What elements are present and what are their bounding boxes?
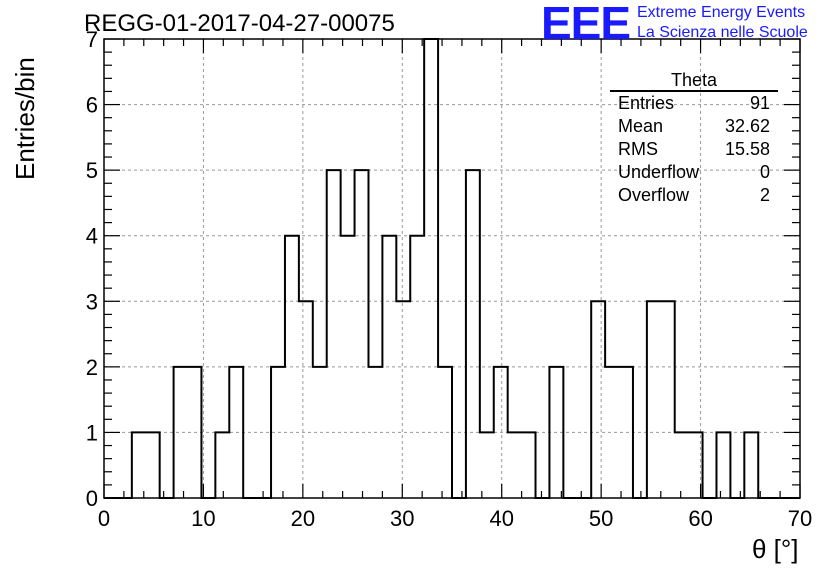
stats-value: 0: [759, 162, 770, 182]
stats-value: 15.58: [724, 139, 770, 159]
stats-row-underflow: Underflow 0: [610, 161, 778, 184]
histogram-bin: [215, 432, 229, 498]
y-tick-label: 6: [86, 93, 98, 118]
histogram-bin: [675, 432, 689, 498]
y-tick-label: 7: [86, 27, 98, 52]
histogram-bin: [299, 301, 313, 498]
x-tick-label: 70: [788, 506, 812, 531]
histogram-bin: [466, 170, 480, 498]
x-tick-label: 60: [688, 506, 712, 531]
histogram-bin: [146, 432, 160, 498]
histogram-outline: [104, 38, 800, 499]
stats-label: Mean: [618, 116, 664, 136]
histogram-bin: [647, 301, 661, 498]
x-tick-label: 30: [390, 506, 414, 531]
stats-label: Underflow: [618, 162, 700, 182]
plot-frame: [103, 38, 801, 499]
y-tick-label: 0: [86, 486, 98, 511]
histogram-bin: [508, 432, 522, 498]
stats-row-rms: RMS 15.58: [610, 138, 778, 161]
histogram-bin: [744, 432, 758, 498]
logo-line-1: Extreme Energy Events: [637, 4, 806, 21]
y-tick-label: 3: [86, 289, 98, 314]
y-axis-label: Entries/bin: [10, 57, 40, 180]
histogram-bin: [591, 301, 605, 498]
histogram-bin: [174, 367, 188, 498]
y-tick-label: 1: [86, 420, 98, 445]
stats-value: 2: [759, 185, 770, 205]
eee-logo: EEE: [541, 0, 631, 49]
stats-row-overflow: Overflow 2: [610, 184, 778, 207]
histogram-bin: [661, 301, 675, 498]
stats-row-entries: Entries 91: [610, 92, 778, 115]
histogram-bin: [327, 170, 341, 498]
stats-row-mean: Mean 32.62: [610, 115, 778, 138]
x-tick-label: 50: [589, 506, 613, 531]
histogram-bin: [424, 39, 438, 498]
histogram-bars: [104, 38, 800, 499]
stats-title: Theta: [610, 70, 778, 92]
stats-label: Overflow: [618, 185, 690, 205]
stats-label: Entries: [618, 93, 675, 113]
histogram-bin: [355, 170, 369, 498]
stats-label: RMS: [618, 139, 658, 159]
histogram-bin: [132, 432, 146, 498]
plot-title: REGG-01-2017-04-27-00075: [84, 10, 395, 37]
y-tick-label: 2: [86, 355, 98, 380]
histogram-bin: [396, 301, 410, 498]
stats-value: 32.62: [724, 116, 770, 136]
x-tick-label: 20: [291, 506, 315, 531]
stats-value: 91: [749, 93, 770, 113]
logo-line-2: La Scienza nelle Scuole: [637, 24, 808, 41]
x-axis-label: θ [°]: [752, 534, 799, 564]
stats-box: Theta Entries 91 Mean 32.62 RMS 15.58 Un…: [610, 70, 778, 207]
x-tick-label: 10: [191, 506, 215, 531]
histogram-bin: [716, 432, 730, 498]
x-tick-label: 40: [489, 506, 513, 531]
histogram-bin: [480, 432, 494, 498]
y-tick-label: 4: [86, 224, 98, 249]
y-tick-label: 5: [86, 158, 98, 183]
x-tick-label: 0: [98, 506, 110, 531]
histogram-bin: [522, 432, 536, 498]
